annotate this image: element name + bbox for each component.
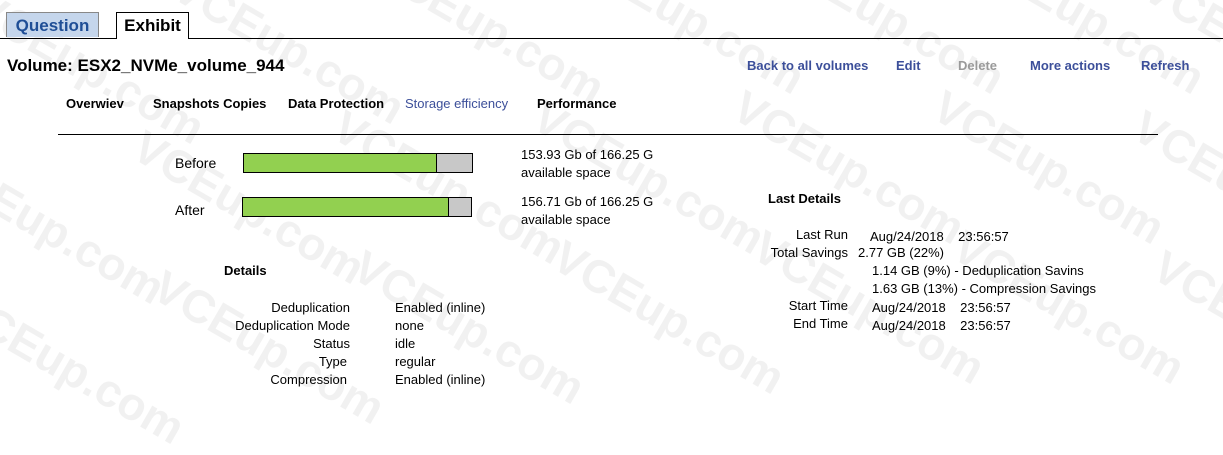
- end-time-label: End Time: [793, 316, 848, 331]
- before-usage-amount: 153.93 Gb of 166.25 G: [521, 147, 654, 162]
- watermark-text: VCEup.com: [324, 99, 574, 275]
- tab-question[interactable]: Question: [6, 12, 99, 37]
- before-usage-caption: available space: [521, 165, 611, 180]
- tab-snapshot-copies[interactable]: Snapshots Copies: [153, 96, 267, 111]
- last-run-value: Aug/24/2018 23:56:57: [870, 229, 1009, 244]
- details-value-dedup-mode: none: [395, 318, 424, 333]
- watermark-text: VCEup.com: [0, 279, 194, 455]
- tab-storage-efficiency[interactable]: Storage efficiency: [405, 96, 509, 111]
- details-label-compression: Compression: [270, 372, 347, 387]
- tab-overview[interactable]: Overwiev: [66, 96, 124, 111]
- tab-divider: [0, 38, 1223, 39]
- before-usage-fill: [244, 154, 437, 172]
- details-value-status: idle: [395, 336, 416, 351]
- before-usage-bar: [243, 153, 473, 173]
- last-details-heading: Last Details: [768, 191, 841, 206]
- section-divider: [58, 134, 1158, 135]
- watermark-text: VCEup.com: [964, 0, 1214, 105]
- after-label: After: [175, 202, 205, 218]
- after-usage-bar: [242, 197, 472, 217]
- refresh-button[interactable]: Refresh: [1141, 58, 1190, 73]
- total-savings-label: Total Savings: [770, 245, 848, 260]
- details-label-dedup-mode: Deduplication Mode: [235, 318, 350, 333]
- details-heading: Details: [224, 263, 267, 278]
- start-time-value: Aug/24/2018 23:56:57: [872, 300, 1011, 315]
- last-run-label: Last Run: [795, 227, 848, 242]
- page-title: Volume: ESX2_NVMe_volume_944: [7, 56, 285, 75]
- watermark-text: VCEup.com: [0, 139, 174, 315]
- details-value-deduplication: Enabled (inline): [395, 300, 486, 315]
- tab-data-protection[interactable]: Data Protection: [288, 96, 385, 111]
- details-label-status: Status: [313, 336, 350, 351]
- delete-button[interactable]: Delete: [958, 58, 998, 73]
- after-usage-fill: [243, 198, 450, 216]
- watermark-text: VCEup.com: [1144, 239, 1223, 415]
- back-to-volumes-link[interactable]: Back to all volumes: [747, 58, 869, 73]
- after-usage-amount: 156.71 Gb of 166.25 G: [521, 194, 654, 209]
- watermark-text: VCEup.com: [764, 0, 1014, 105]
- start-time-label: Start Time: [788, 298, 848, 313]
- details-value-compression: Enabled (inline): [395, 372, 486, 387]
- edit-button[interactable]: Edit: [896, 58, 921, 73]
- details-label-deduplication: Deduplication: [271, 300, 350, 315]
- before-label: Before: [175, 155, 217, 171]
- before-usage-text: 153.93 Gb of 166.25 G available space: [521, 146, 653, 182]
- details-value-type: regular: [395, 354, 436, 369]
- after-usage-text: 156.71 Gb of 166.25 G available space: [521, 193, 653, 229]
- tab-performance[interactable]: Performance: [537, 96, 617, 111]
- more-actions-button[interactable]: More actions: [1030, 58, 1111, 73]
- details-label-type: Type: [318, 354, 347, 369]
- watermark-text: VCEup.com: [1124, 99, 1223, 275]
- dedup-savings-value: 1.14 GB (9%) - Deduplication Savins: [872, 263, 1084, 278]
- after-usage-caption: available space: [521, 212, 611, 227]
- watermark-text: VCEup.com: [564, 0, 814, 105]
- end-time-value: Aug/24/2018 23:56:57: [872, 318, 1011, 333]
- tab-exhibit[interactable]: Exhibit: [116, 12, 189, 39]
- compression-savings-value: 1.63 GB (13%) - Compression Savings: [872, 281, 1096, 296]
- total-savings-value: 2.77 GB (22%): [858, 245, 944, 260]
